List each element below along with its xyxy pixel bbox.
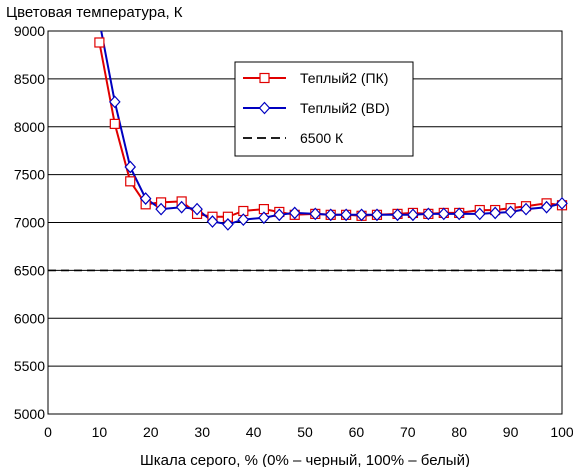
x-tick-label: 40 (246, 424, 262, 440)
series-1-point (124, 160, 137, 174)
x-axis-label: Шкала серого, % (0% – черный, 100% – бел… (140, 452, 470, 467)
y-tick-label: 9000 (14, 23, 45, 39)
y-tick-label: 8000 (14, 119, 45, 135)
series-1-point (175, 200, 188, 214)
series-1-point (309, 207, 322, 221)
series-1-point (391, 208, 404, 222)
markers-layer (94, 37, 568, 231)
series-0-point (109, 118, 120, 129)
series-1-point (407, 208, 419, 222)
legend-marker-0 (259, 72, 270, 84)
x-tick-label: 100 (550, 424, 573, 440)
x-tick-label: 80 (451, 424, 467, 440)
y-tick-label: 5000 (14, 406, 45, 422)
series-1-point (422, 207, 435, 221)
y-axis-label: Цветовая температура, К (6, 4, 183, 21)
series-1-point (556, 196, 568, 210)
series-1-point (237, 213, 250, 227)
series-1-point (191, 202, 203, 216)
y-tick-label: 6000 (14, 310, 45, 326)
x-tick-label: 10 (92, 424, 108, 440)
series-1-point (109, 95, 121, 109)
series-1-point (155, 202, 167, 216)
series-1-point (206, 215, 219, 228)
x-tick-label: 50 (297, 424, 313, 440)
legend-label-2: 6500 К (300, 130, 344, 146)
legend-label-1: Теплый2 (BD) (300, 100, 390, 116)
y-tick-labels: 5000 5500 6000 6500 7000 7500 8000 8500 9000 (14, 23, 45, 422)
series-1-point (355, 208, 368, 222)
series-1-point (489, 206, 501, 220)
x-tick-label: 20 (143, 424, 159, 440)
series-1-point (540, 200, 553, 214)
series-1-point (288, 206, 301, 220)
series-1-point (473, 207, 486, 221)
x-tick-labels: 0 10 20 30 40 50 60 70 80 90 100 (44, 424, 573, 440)
plot-frame (47, 30, 563, 415)
legend-label-0: Теплый2 (ПК) (300, 70, 388, 86)
series-1-point (520, 202, 532, 216)
series-1-point (258, 211, 270, 225)
legend-marker-1 (258, 101, 271, 115)
series-0-point (125, 176, 136, 187)
y-tick-label: 6500 (14, 262, 45, 278)
series-1-point (340, 208, 352, 222)
x-tick-label: 60 (349, 424, 365, 440)
x-tick-label: 90 (503, 424, 519, 440)
x-tick-label: 30 (194, 424, 210, 440)
series-1-point (324, 208, 337, 222)
y-tick-label: 7000 (14, 215, 45, 231)
y-tick-label: 7500 (14, 167, 45, 183)
x-tick-label: 70 (400, 424, 416, 440)
series-1-point (453, 207, 466, 221)
series-1-point (273, 208, 286, 222)
series-1-point (371, 208, 383, 222)
legend: Теплый2 (ПК) Теплый2 (BD) 6500 К (234, 61, 414, 157)
y-tick-label: 5500 (14, 358, 45, 374)
x-tick-label: 0 (44, 424, 52, 440)
series-1-point (504, 205, 517, 219)
series-1-point (222, 218, 234, 231)
series-1-point (437, 207, 450, 221)
series-0-point (94, 37, 105, 48)
y-tick-label: 8500 (14, 71, 45, 87)
series-1-point (139, 192, 152, 205)
